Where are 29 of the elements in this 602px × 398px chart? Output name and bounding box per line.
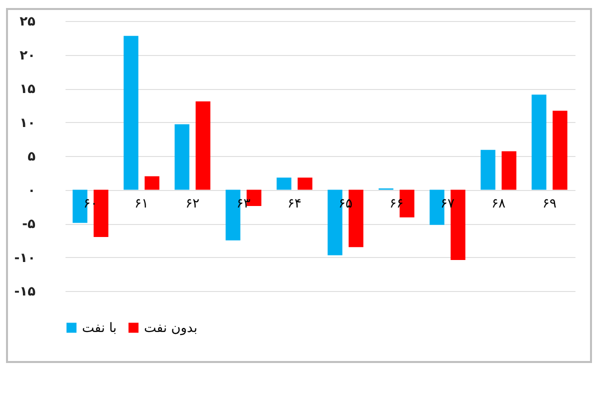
y-tick-label: -۱۰	[14, 250, 36, 266]
y-tick-label: ۱۵	[20, 82, 36, 97]
y-tick-label: ۲۵	[20, 14, 36, 30]
y-tick-label: ۰	[28, 183, 36, 198]
bar	[144, 176, 160, 190]
legend-label: با نفت	[82, 320, 117, 336]
bar	[480, 150, 496, 190]
x-tick-label: ۶۸	[492, 196, 506, 212]
bar	[196, 101, 210, 190]
legend-label: بدون نفت	[144, 320, 198, 336]
x-tick-label: ۶۷	[440, 196, 454, 212]
y-tick-label: ۵	[28, 150, 36, 164]
bar	[532, 94, 546, 190]
bar	[552, 110, 568, 190]
bar	[298, 178, 312, 190]
x-tick-label: ۶۴	[288, 196, 302, 212]
x-tick-label: ۶۱	[134, 196, 148, 212]
bar	[124, 36, 138, 190]
x-tick-label: ۶۵	[338, 196, 352, 212]
x-tick-label: ۶۹	[542, 196, 556, 212]
bar	[94, 190, 108, 237]
y-tick-label: ۲۰	[20, 48, 36, 64]
y-tick-label: ۱۰	[20, 116, 36, 131]
bar	[276, 178, 292, 190]
bar	[174, 124, 190, 190]
bar	[502, 151, 516, 190]
y-tick-label: -۵	[22, 217, 36, 232]
y-tick-label: -۱۵	[14, 284, 36, 300]
x-tick-label: ۶۲	[186, 196, 200, 212]
